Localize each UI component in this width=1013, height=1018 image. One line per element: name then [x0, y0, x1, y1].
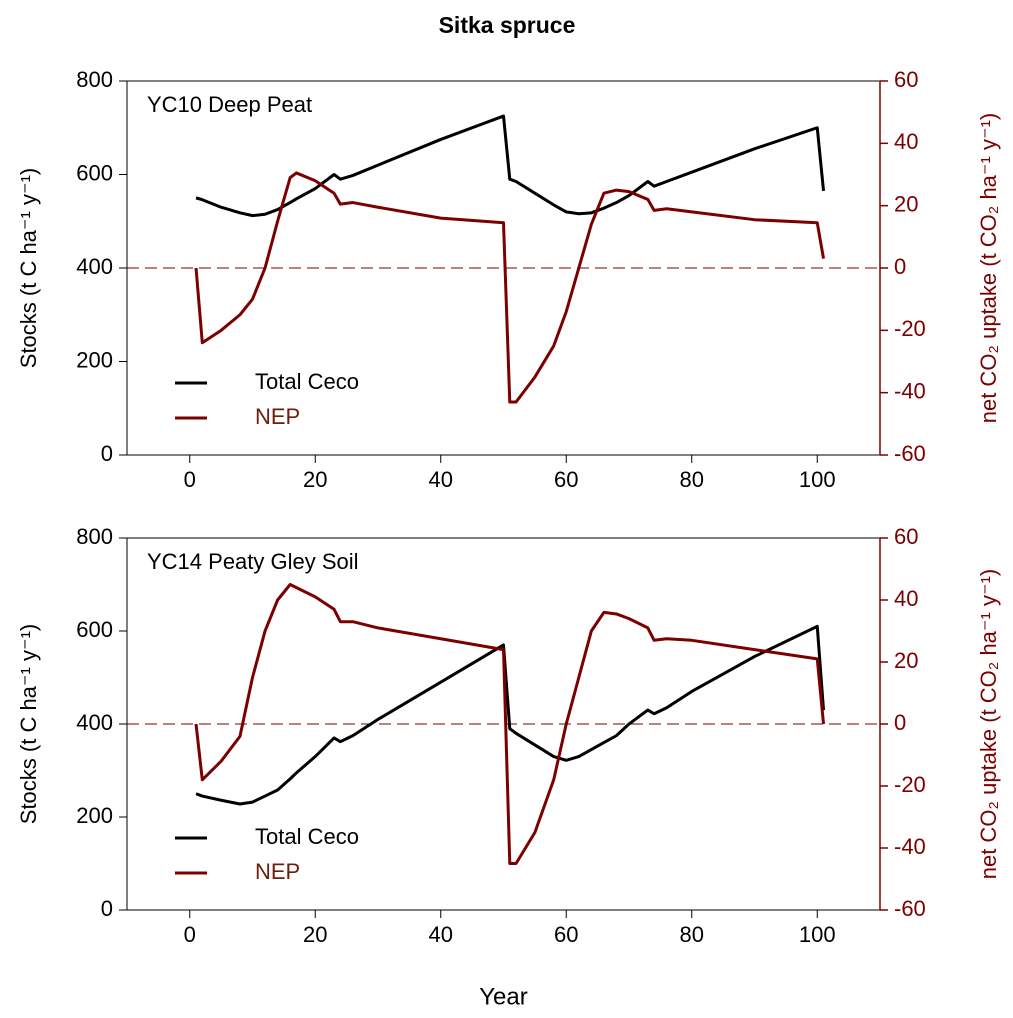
x-tick-label: 80 — [680, 467, 704, 492]
y2-tick-label: 40 — [894, 586, 918, 611]
x-tick-label: 40 — [429, 467, 453, 492]
y-tick-label: 600 — [76, 617, 113, 642]
y2-tick-label: 20 — [894, 648, 918, 673]
y2-axis-label: net CO₂ uptake (t CO₂ ha⁻¹ y⁻¹) — [976, 113, 1001, 424]
y2-tick-label: -20 — [894, 772, 926, 797]
y2-tick-label: 60 — [894, 67, 918, 92]
legend-label: Total Ceco — [255, 824, 359, 849]
y-tick-label: 800 — [76, 67, 113, 92]
y-axis-label: Stocks (t C ha⁻¹ y⁻¹) — [16, 624, 41, 824]
y-tick-label: 800 — [76, 524, 113, 549]
x-tick-label: 40 — [429, 922, 453, 947]
series-line — [194, 171, 826, 404]
y2-tick-label: 0 — [894, 254, 906, 279]
x-tick-label: 100 — [799, 467, 836, 492]
x-tick-label: 60 — [554, 922, 578, 947]
x-tick-label: 20 — [303, 922, 327, 947]
series-line — [195, 114, 826, 218]
y2-tick-label: 60 — [894, 524, 918, 549]
legend-label: NEP — [255, 404, 300, 429]
figure-title: Sitka spruce — [439, 12, 576, 38]
y2-tick-label: 0 — [894, 710, 906, 735]
y-tick-label: 400 — [76, 710, 113, 735]
y2-tick-label: -20 — [894, 316, 926, 341]
series-line — [195, 624, 826, 806]
x-tick-label: 80 — [680, 922, 704, 947]
y-tick-label: 200 — [76, 347, 113, 372]
legend-label: Total Ceco — [255, 369, 359, 394]
y-tick-label: 0 — [101, 896, 113, 921]
y2-tick-label: 20 — [894, 191, 918, 216]
x-axis-label: Year — [479, 983, 528, 1010]
y-tick-label: 600 — [76, 160, 113, 185]
y2-tick-label: -60 — [894, 896, 926, 921]
y2-axis-label: net CO₂ uptake (t CO₂ ha⁻¹ y⁻¹) — [976, 569, 1001, 880]
panel-annotation: YC10 Deep Peat — [147, 92, 312, 117]
panel-annotation: YC14 Peaty Gley Soil — [147, 549, 359, 574]
y-tick-label: 400 — [76, 254, 113, 279]
y2-tick-label: -40 — [894, 834, 926, 859]
y2-tick-label: 40 — [894, 129, 918, 154]
y2-tick-label: -40 — [894, 378, 926, 403]
series-line — [194, 583, 826, 865]
y-tick-label: 200 — [76, 803, 113, 828]
y2-tick-label: -60 — [894, 441, 926, 466]
y-tick-label: 0 — [101, 441, 113, 466]
x-tick-label: 20 — [303, 467, 327, 492]
y-axis-label: Stocks (t C ha⁻¹ y⁻¹) — [16, 168, 41, 368]
x-tick-label: 60 — [554, 467, 578, 492]
legend-label: NEP — [255, 859, 300, 884]
x-tick-label: 0 — [184, 922, 196, 947]
x-tick-label: 100 — [799, 922, 836, 947]
x-tick-label: 0 — [184, 467, 196, 492]
